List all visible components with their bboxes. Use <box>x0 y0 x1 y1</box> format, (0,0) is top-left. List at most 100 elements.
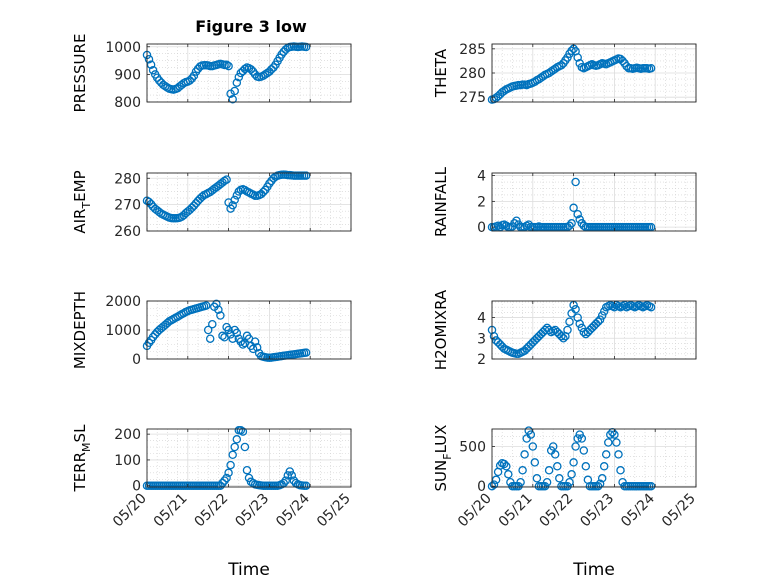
y-tick-label: 4 <box>477 169 486 185</box>
data-point <box>203 325 213 335</box>
data-point <box>595 315 605 324</box>
data-point <box>499 86 509 96</box>
data-point <box>571 177 580 187</box>
data-point <box>567 219 576 228</box>
data-point <box>232 435 242 444</box>
data-point <box>573 53 582 62</box>
y-tick-label: 2 <box>477 194 486 210</box>
y-tick-label: 0 <box>477 220 486 236</box>
y-tick-label: 900 <box>114 67 141 83</box>
data-point <box>612 438 621 447</box>
data-point <box>252 343 262 352</box>
data-point <box>520 450 529 459</box>
data-point <box>232 328 242 338</box>
data-point <box>495 461 505 470</box>
data-point <box>216 481 225 490</box>
data-point <box>230 195 239 205</box>
y-axis-label: RAINFALL <box>432 166 450 237</box>
data-point <box>569 458 578 467</box>
data-point <box>575 319 584 329</box>
data-point <box>502 221 511 231</box>
data-point <box>563 481 572 491</box>
data-point <box>301 481 311 490</box>
y-axis-label: H2OMIXRA <box>432 289 450 370</box>
data-point <box>189 71 199 81</box>
data-point <box>559 334 568 343</box>
y-tick-label: 500 <box>459 439 486 455</box>
data-point <box>301 42 311 52</box>
data-point <box>220 476 229 485</box>
y-tick-label: 0 <box>477 479 486 495</box>
subplot-mixdepth: 0 1000 2000 MIXDEPTH <box>71 291 352 369</box>
data-point <box>148 65 158 75</box>
data-point <box>550 450 560 459</box>
data-point <box>581 462 591 471</box>
data-point <box>222 473 231 483</box>
axes-frame <box>491 428 697 488</box>
y-axis-label: TERRMSL <box>71 424 93 493</box>
data-point <box>597 311 607 320</box>
y-tick-label: 0 <box>132 479 141 495</box>
data-point <box>544 466 554 475</box>
data-point <box>232 78 242 87</box>
x-axis-label: Time <box>572 560 615 580</box>
y-tick-label: 280 <box>459 66 486 82</box>
data-point <box>301 171 311 180</box>
data-point <box>542 477 552 487</box>
data-point <box>146 199 156 209</box>
axes-frame <box>146 428 352 488</box>
data-point <box>201 301 211 310</box>
y-tick-label: 3 <box>477 331 486 347</box>
data-point <box>569 203 578 213</box>
y-tick-label: 2000 <box>105 294 141 310</box>
data-point <box>230 442 239 452</box>
axes-frame <box>146 43 352 103</box>
data-point <box>242 465 252 475</box>
data-point <box>548 442 558 451</box>
data-point <box>524 426 533 435</box>
data-point <box>563 325 572 335</box>
data-point <box>189 201 199 210</box>
data-point <box>528 442 538 451</box>
data-point <box>646 63 656 73</box>
data-point <box>614 450 623 459</box>
data-point <box>518 466 527 475</box>
y-axis-label: THETA <box>432 48 450 98</box>
data-point <box>224 61 233 71</box>
data-point <box>246 65 256 74</box>
data-point <box>228 450 237 460</box>
data-point <box>301 348 311 357</box>
data-point <box>489 480 499 489</box>
data-point <box>222 60 231 69</box>
data-point <box>597 474 607 483</box>
y-tick-label: 0 <box>132 352 141 368</box>
data-point <box>234 72 244 82</box>
subplot-pressure: 800 900 1000 PRESSURE <box>71 34 352 113</box>
subplot-h2omixra: 2 3 4 H2OMIXRA <box>432 289 697 370</box>
data-point <box>499 459 509 469</box>
data-point <box>579 446 589 455</box>
data-point <box>577 434 587 443</box>
subplot-theta: 275 280 285 THETA <box>432 42 697 106</box>
figure-title: Figure 3 low <box>195 17 307 36</box>
y-tick-label: 800 <box>114 95 141 111</box>
data-point <box>646 302 656 312</box>
y-tick-label: 270 <box>114 198 141 214</box>
data-point <box>579 221 589 231</box>
data-point <box>510 219 519 228</box>
data-point <box>571 305 580 314</box>
y-tick-label: 285 <box>459 42 486 58</box>
data-point <box>208 319 217 329</box>
data-point <box>577 323 587 333</box>
y-tick-label: 260 <box>114 224 141 240</box>
data-point <box>287 471 297 480</box>
data-point <box>526 430 536 439</box>
data-point <box>281 476 290 485</box>
data-point <box>489 331 499 341</box>
axes-frame <box>491 300 697 360</box>
y-axis-label: MIXDEPTH <box>71 291 89 369</box>
y-axis-label: PRESSURE <box>71 34 89 113</box>
plot-area <box>492 173 696 231</box>
